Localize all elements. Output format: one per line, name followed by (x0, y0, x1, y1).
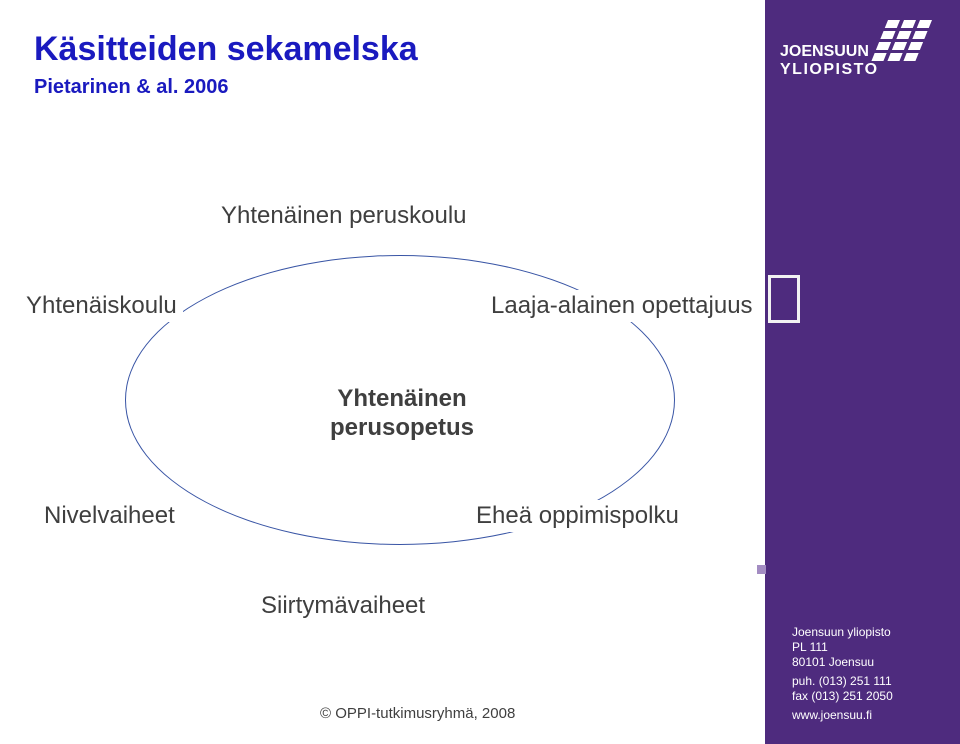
label-right: Laaja-alainen opettajuus (485, 290, 759, 322)
contact-line4: puh. (013) 251 111 (792, 674, 893, 689)
university-logo: JOENSUUN YLIOPISTO (780, 18, 945, 82)
contact-block: Joensuun yliopisto PL 111 80101 Joensuu … (792, 625, 893, 723)
small-square-icon (757, 565, 766, 574)
label-center: Yhtenäinen perusopetus (330, 385, 474, 443)
logo-line2: YLIOPISTO (780, 61, 879, 78)
corner-cutout (768, 275, 800, 323)
page-title: Käsitteiden sekamelska (34, 30, 418, 69)
label-left: Yhtenäiskoulu (20, 290, 183, 322)
slide: JOENSUUN YLIOPISTO Käsitteiden sekamelsk… (0, 0, 960, 744)
label-bottom-left: Nivelvaiheet (38, 500, 181, 532)
copyright-text: © OPPI-tutkimusryhmä, 2008 (320, 705, 515, 722)
logo-line1: JOENSUUN (780, 43, 869, 60)
contact-line1: Joensuun yliopisto (792, 625, 893, 640)
page-subtitle: Pietarinen & al. 2006 (34, 76, 229, 99)
contact-line3: 80101 Joensuu (792, 655, 893, 670)
label-bottom-right: Eheä oppimispolku (470, 500, 685, 532)
label-center-line1: Yhtenäinen (330, 385, 474, 414)
label-top: Yhtenäinen peruskoulu (215, 200, 473, 232)
label-bottom: Siirtymävaiheet (255, 590, 431, 622)
contact-line6: www.joensuu.fi (792, 708, 893, 723)
contact-line2: PL 111 (792, 640, 893, 655)
contact-line5: fax (013) 251 2050 (792, 689, 893, 704)
label-center-line2: perusopetus (330, 414, 474, 443)
